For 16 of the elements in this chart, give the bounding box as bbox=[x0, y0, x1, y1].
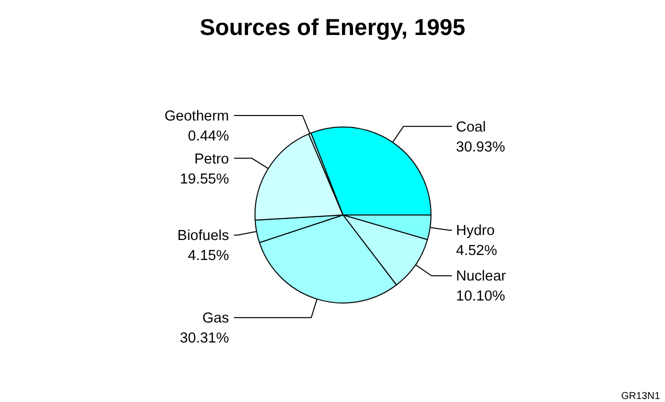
slice-label: Hydro bbox=[456, 223, 495, 240]
slice-label: Coal bbox=[456, 119, 486, 136]
data-label: 4.15% bbox=[188, 248, 230, 264]
slice-label: Geotherm bbox=[164, 108, 229, 125]
data-label: 19.55% bbox=[180, 171, 230, 188]
data-label: 10.10% bbox=[456, 288, 506, 305]
data-label: 30.31% bbox=[180, 330, 230, 347]
slice-label: Biofuels bbox=[177, 228, 229, 244]
data-label: 4.52% bbox=[456, 243, 498, 260]
data-label: 0.44% bbox=[188, 128, 230, 145]
text: GR13N1 bbox=[621, 391, 660, 402]
data-label: 30.93% bbox=[456, 139, 506, 156]
slice-label: Gas bbox=[202, 310, 229, 327]
slice-label: Nuclear bbox=[456, 268, 506, 285]
chart-title: Sources of Energy, 1995 bbox=[200, 14, 466, 40]
slice-label: Petro bbox=[194, 151, 229, 168]
